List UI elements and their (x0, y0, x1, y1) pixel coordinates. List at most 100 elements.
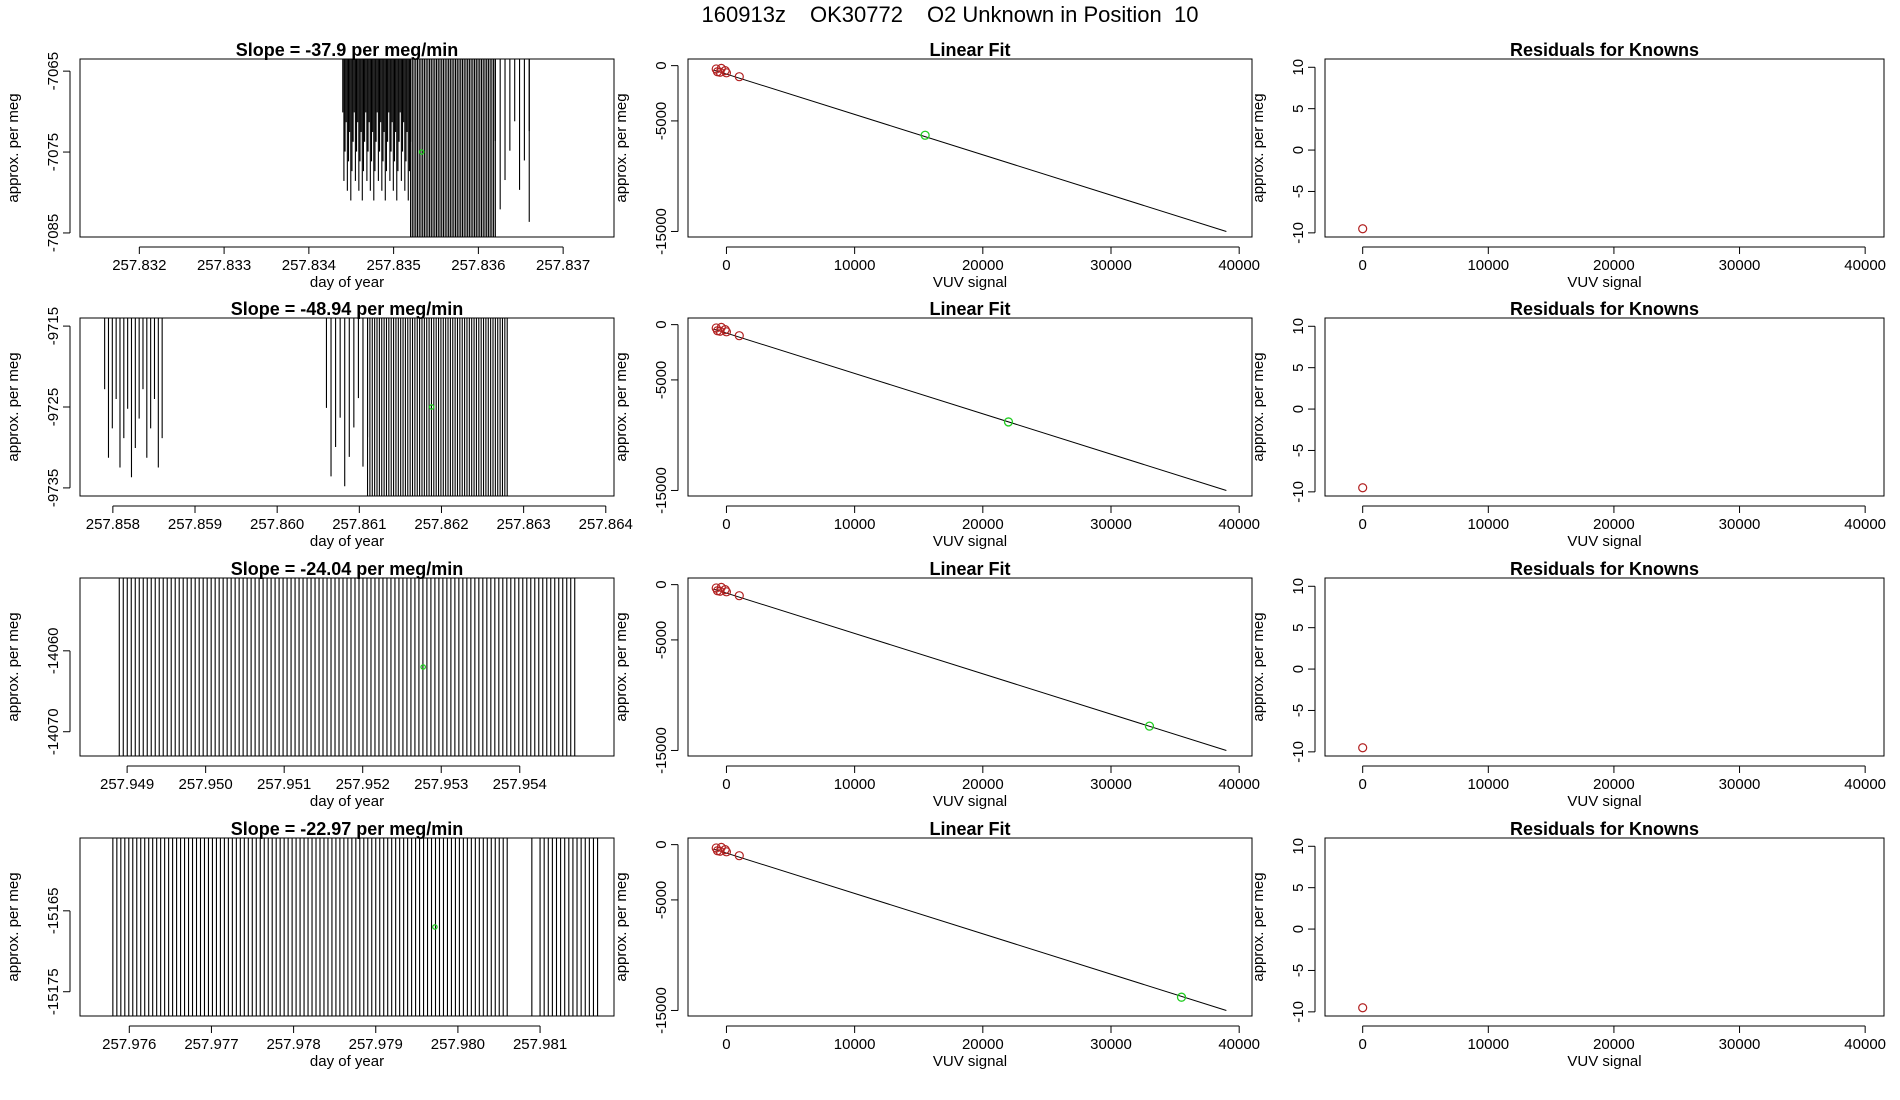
residuals-3-x-axis-label: VUV signal (1567, 793, 1641, 810)
residuals-3-x-tick-label: 30000 (1719, 776, 1761, 793)
timeseries-1-x-tick-label: 257.836 (451, 257, 505, 274)
timeseries-2-x-tick-label: 257.864 (579, 516, 633, 533)
fit-4-known-point (721, 847, 732, 857)
fit-3-x-tick-label: 0 (722, 776, 730, 793)
timeseries-4-y-axis-label: approx. per meg (5, 872, 22, 981)
fit-4-unknown-point (1176, 992, 1187, 1002)
timeseries-3-y-axis-label: approx. per meg (5, 612, 22, 721)
timeseries-4-x-tick-label: 257.978 (266, 1036, 320, 1053)
fit-3-y-tick-label: -15000 (653, 727, 670, 774)
fit-3-y-tick-label: 0 (653, 580, 670, 588)
timeseries-3-mean-marker (420, 664, 427, 670)
residuals-4-x-tick-label: 30000 (1719, 1036, 1761, 1053)
timeseries-4-y-tick-label: -15175 (45, 968, 62, 1015)
timeseries-1-y-tick-label: -7075 (45, 133, 62, 171)
fit-2-y-axis-label: approx. per meg (613, 352, 630, 461)
timeseries-2-y-tick-label: -9715 (45, 307, 62, 345)
fit-3-y-tick-label: -5000 (653, 621, 670, 659)
residuals-4-x-tick-label: 40000 (1844, 1036, 1886, 1053)
timeseries-1-x-axis-label: day of year (310, 274, 384, 291)
residuals-3-y-axis-label: approx. per meg (1250, 612, 1267, 721)
fit-3-x-tick-label: 10000 (834, 776, 876, 793)
residuals-2-plot-frame (1324, 317, 1885, 497)
timeseries-1-x-tick-label: 257.834 (282, 257, 336, 274)
fit-1-fit-line (713, 69, 1227, 232)
residuals-4-y-axis-label: approx. per meg (1250, 872, 1267, 981)
residuals-2-x-tick-label: 20000 (1593, 516, 1635, 533)
timeseries-2-x-tick-label: 257.858 (86, 516, 140, 533)
fit-4-known-point (734, 851, 744, 861)
residuals-2-title: Residuals for Knowns (1510, 299, 1699, 319)
timeseries-4-title: Slope = -22.97 per meg/min (231, 819, 464, 839)
timeseries-4-x-axis-label: day of year (310, 1053, 384, 1070)
fit-2-x-axis-label: VUV signal (933, 533, 1007, 550)
residuals-4-x-tick-label: 10000 (1467, 1036, 1509, 1053)
fit-4-y-axis-label: approx. per meg (613, 872, 630, 981)
timeseries-3-y-tick-label: -14060 (45, 627, 62, 674)
timeseries-1-y-axis-label: approx. per meg (5, 93, 22, 202)
residuals-1-x-tick-label: 30000 (1719, 257, 1761, 274)
timeseries-2-y-axis-label: approx. per meg (5, 352, 22, 461)
fit-3-x-tick-label: 30000 (1090, 776, 1132, 793)
residuals-4-y-tick-label: 10 (1290, 838, 1307, 855)
residuals-1-x-axis-label: VUV signal (1567, 274, 1641, 291)
fit-4-known-point (715, 846, 725, 856)
timeseries-1-y-tick-label: -7065 (45, 52, 62, 90)
fit-3-x-tick-label: 40000 (1218, 776, 1260, 793)
residuals-3-x-tick-label: 0 (1359, 776, 1367, 793)
fit-4-x-tick-label: 10000 (834, 1036, 876, 1053)
residuals-1-y-tick-label: 10 (1290, 59, 1307, 76)
fit-3-unknown-point (1144, 721, 1155, 731)
fit-4-x-tick-label: 30000 (1090, 1036, 1132, 1053)
residuals-1-x-tick-label: 40000 (1844, 257, 1886, 274)
residuals-2-y-tick-label: 10 (1290, 318, 1307, 335)
page-title: 160913z OK30772 O2 Unknown in Position 10 (0, 2, 1900, 28)
residuals-2-y-tick-label: -10 (1290, 481, 1307, 503)
residuals-2-x-tick-label: 30000 (1719, 516, 1761, 533)
timeseries-2-x-axis-label: day of year (310, 533, 384, 550)
fit-3-x-axis-label: VUV signal (933, 793, 1007, 810)
fit-4-x-tick-label: 20000 (962, 1036, 1004, 1053)
fit-2-y-tick-label: -5000 (653, 361, 670, 399)
timeseries-2-x-tick-label: 257.862 (414, 516, 468, 533)
timeseries-2-title: Slope = -48.94 per meg/min (231, 299, 464, 319)
fit-1-unknown-point (920, 130, 930, 140)
header-description: O2 Unknown in Position 10 (926, 2, 1199, 27)
residuals-1-plot-frame (1324, 58, 1885, 238)
timeseries-4-mean-marker (432, 924, 438, 930)
timeseries-4-x-tick-label: 257.980 (431, 1036, 485, 1053)
residuals-2-x-axis-label: VUV signal (1567, 533, 1641, 550)
timeseries-3-x-tick-label: 257.949 (100, 776, 154, 793)
residuals-4-x-tick-label: 20000 (1593, 1036, 1635, 1053)
fit-3-title: Linear Fit (929, 559, 1010, 579)
residuals-1-y-tick-label: -5 (1290, 185, 1307, 198)
fit-4-x-tick-label: 0 (722, 1036, 730, 1053)
fit-1-known-point (720, 66, 730, 76)
residuals-2-residual-point (1358, 483, 1368, 493)
fit-3-x-tick-label: 20000 (962, 776, 1004, 793)
fit-4-x-axis-label: VUV signal (933, 1053, 1007, 1070)
fit-1-x-tick-label: 40000 (1218, 257, 1260, 274)
residuals-1-x-tick-label: 10000 (1467, 257, 1509, 274)
fit-1-x-tick-label: 10000 (834, 257, 876, 274)
timeseries-1-y-tick-label: -7085 (45, 214, 62, 252)
residuals-1-y-tick-label: 0 (1290, 146, 1307, 154)
timeseries-1-x-tick-label: 257.835 (367, 257, 421, 274)
residuals-1-y-axis-label: approx. per meg (1250, 93, 1267, 202)
fit-2-known-point (720, 325, 730, 335)
header-tank: OK30772 (809, 2, 903, 27)
timeseries-1-x-tick-label: 257.837 (536, 257, 590, 274)
residuals-3-x-tick-label: 10000 (1467, 776, 1509, 793)
timeseries-3-y-tick-label: -14070 (45, 708, 62, 755)
timeseries-1-mean-marker (418, 149, 425, 155)
fit-4-y-tick-label: -15000 (653, 987, 670, 1034)
residuals-4-plot-frame (1324, 837, 1885, 1017)
fit-1-known-point (715, 67, 725, 77)
fit-1-y-axis-label: approx. per meg (613, 93, 630, 202)
residuals-2-y-tick-label: 5 (1290, 364, 1307, 372)
fit-1-known-point (721, 68, 732, 78)
timeseries-2-y-tick-label: -9725 (45, 388, 62, 426)
fit-2-known-point (721, 327, 732, 337)
residuals-4-x-tick-label: 0 (1359, 1036, 1367, 1053)
fit-2-x-tick-label: 10000 (834, 516, 876, 533)
